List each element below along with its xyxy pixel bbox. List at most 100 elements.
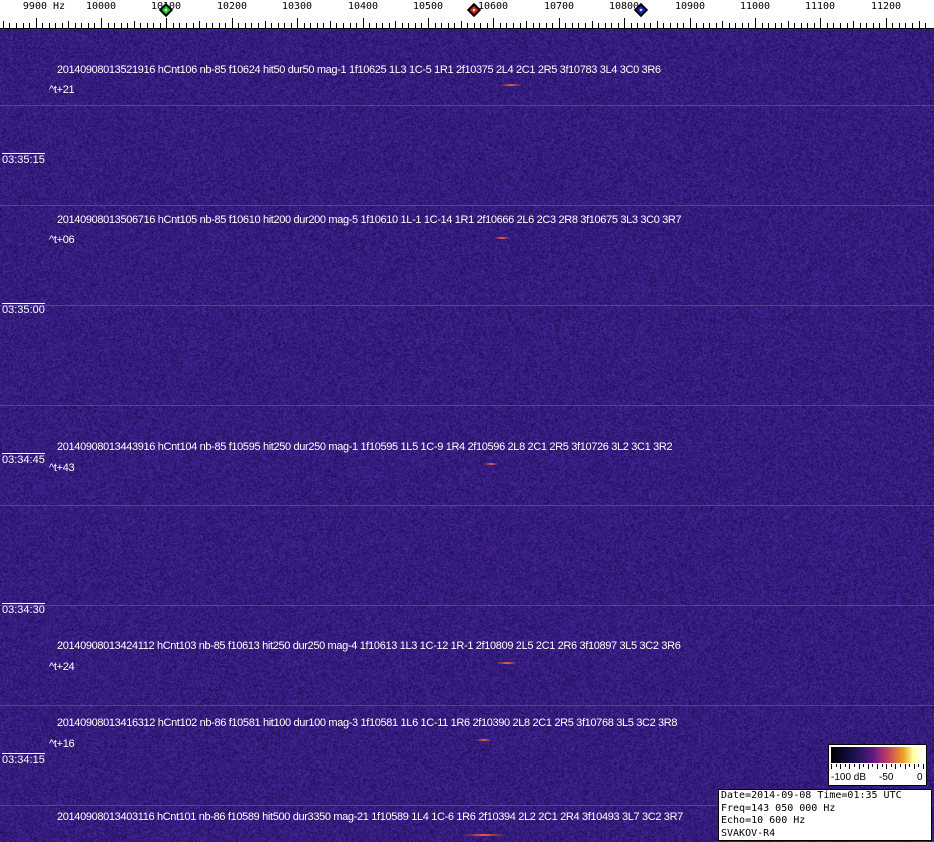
axis-label-10900: 10900 (675, 1, 705, 12)
axis-tick (748, 23, 749, 28)
axis-tick (467, 23, 468, 28)
axis-tick (369, 23, 370, 28)
time-gridline (0, 305, 934, 306)
scale-label-max: 0 (917, 772, 923, 783)
axis-tick (81, 23, 82, 28)
time-gridline (0, 105, 934, 106)
time-label: 03:34:30 (2, 603, 45, 616)
axis-tick (186, 23, 187, 28)
axis-tick (833, 23, 834, 28)
axis-tick (559, 18, 560, 28)
axis-tick (245, 23, 246, 28)
detection-line: 20140908013403116 hCnt101 nb-86 f10589 h… (57, 811, 683, 823)
axis-tick (644, 23, 645, 28)
meteor-echo (476, 739, 492, 741)
axis-label-11100: 11100 (805, 1, 835, 12)
axis-tick (801, 23, 802, 28)
axis-tick (238, 23, 239, 28)
axis-label-10000: 10000 (86, 1, 116, 12)
axis-tick (611, 23, 612, 28)
axis-tick (166, 18, 167, 28)
scale-tick (845, 764, 846, 767)
axis-tick (905, 23, 906, 28)
axis-tick (598, 23, 599, 28)
axis-tick (539, 23, 540, 28)
axis-tick (709, 23, 710, 28)
time-label: 03:34:15 (2, 753, 45, 766)
axis-tick (75, 23, 76, 28)
scale-tick (863, 764, 864, 767)
axis-tick (487, 23, 488, 28)
axis-tick (716, 23, 717, 28)
axis-label-10400: 10400 (348, 1, 378, 12)
axis-tick (847, 23, 848, 28)
axis-tick (650, 23, 651, 28)
tick-label: 9900 (23, 1, 47, 12)
axis-tick (755, 18, 756, 28)
axis-tick (101, 18, 102, 28)
axis-tick (506, 23, 507, 28)
axis-tick (919, 21, 920, 28)
axis-tick (729, 23, 730, 28)
axis-tick (212, 23, 213, 28)
axis-tick (291, 23, 292, 28)
axis-tick (441, 23, 442, 28)
scale-tick (831, 764, 832, 769)
info-date-time: Date=2014-09-08 Time=01:35 UTC (721, 790, 931, 803)
axis-tick (493, 18, 494, 28)
axis-tick (23, 23, 24, 28)
axis-tick (284, 23, 285, 28)
axis-tick (343, 23, 344, 28)
axis-tick (592, 21, 593, 28)
axis-tick (448, 23, 449, 28)
axis-tick (762, 23, 763, 28)
axis-tick (421, 23, 422, 28)
axis-tick (637, 23, 638, 28)
axis-tick (677, 23, 678, 28)
axis-tick (415, 23, 416, 28)
scale-tick (914, 764, 915, 769)
scale-tick (895, 764, 896, 769)
scale-tick (868, 764, 869, 769)
detection-delta: ^t+16 (49, 738, 74, 750)
axis-tick (108, 23, 109, 28)
scale-tick (923, 764, 924, 769)
color-scale-legend: -100 dB -50 0 (828, 744, 927, 786)
axis-tick (278, 23, 279, 28)
axis-label-10700: 10700 (544, 1, 574, 12)
meteor-echo (484, 463, 498, 465)
axis-tick (350, 23, 351, 28)
axis-tick (3, 21, 4, 28)
axis-tick (500, 23, 501, 28)
time-gridline (0, 705, 934, 706)
axis-tick (899, 23, 900, 28)
axis-tick (788, 21, 789, 28)
scale-label-min: -100 dB (831, 772, 866, 783)
axis-tick (853, 21, 854, 28)
axis-tick (363, 18, 364, 28)
axis-tick (814, 23, 815, 28)
axis-tick (271, 23, 272, 28)
axis-tick (94, 23, 95, 28)
axis-tick (572, 23, 573, 28)
axis-tick (886, 18, 887, 28)
meteor-echo (462, 834, 506, 836)
axis-tick (265, 21, 266, 28)
axis-label-10600: 10600 (478, 1, 508, 12)
axis-tick (29, 23, 30, 28)
axis-tick (735, 23, 736, 28)
meteor-echo (500, 84, 522, 86)
scale-tick (859, 764, 860, 769)
time-gridline (0, 505, 934, 506)
axis-tick (775, 23, 776, 28)
axis-tick (258, 23, 259, 28)
scale-tick (891, 764, 892, 767)
axis-tick (624, 18, 625, 28)
axis-tick (114, 23, 115, 28)
axis-tick (62, 23, 63, 28)
axis-tick (722, 21, 723, 28)
info-frequency: Freq=143 050 000 Hz (721, 803, 931, 816)
axis-tick (206, 23, 207, 28)
axis-tick (68, 21, 69, 28)
axis-tick (330, 21, 331, 28)
